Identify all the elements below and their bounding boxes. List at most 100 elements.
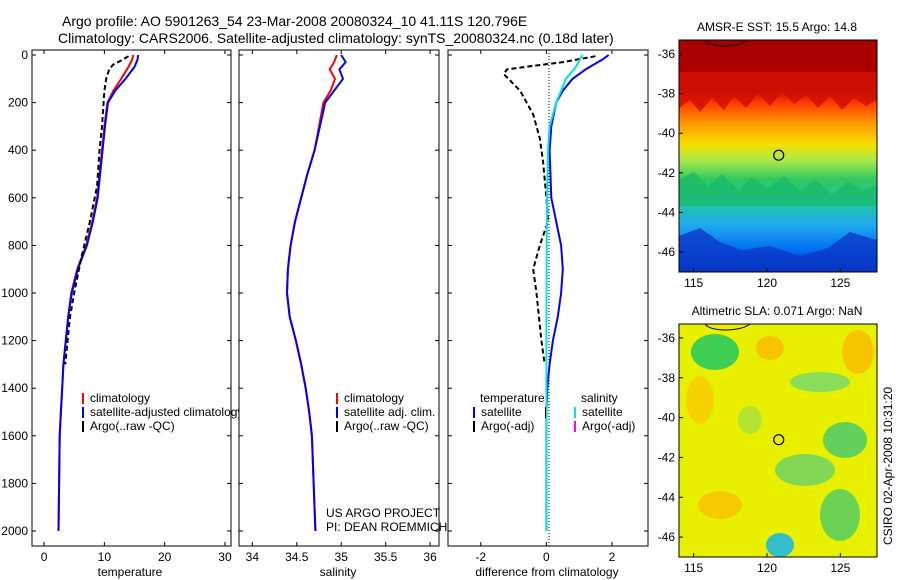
map-y-tick-label: -42 — [658, 450, 676, 464]
sla-anomaly — [738, 406, 762, 434]
temperature-xlabel: temperature — [98, 565, 163, 579]
temperature-panel: 0 10 20 30 0 200 400 600 800 1000 1200 1400 1600 1800… — [1, 48, 243, 579]
difference-xlabel: difference from climatology — [475, 565, 618, 579]
legend-swatch-diff-sal-satellite — [574, 407, 576, 418]
sst-contour — [704, 40, 747, 47]
y-tick-label: 2000 — [1, 524, 28, 538]
sst-warm-front — [679, 72, 877, 112]
legend-swatch-diff-temp-satellite — [473, 407, 475, 418]
legend-label-sal-argo: Argo(..raw -QC) — [344, 419, 429, 433]
legend-separator — [545, 407, 546, 418]
legend-label-sal-climatology: climatology — [344, 391, 404, 405]
sst-argo-location-marker — [773, 149, 785, 161]
series-line-salinity-satellite — [545, 54, 584, 531]
y-tick-label: 1800 — [1, 476, 28, 490]
sla-anomaly — [698, 491, 742, 519]
x-tick-label: 30 — [218, 550, 232, 564]
y-tick-label: 800 — [8, 238, 28, 252]
sla-anomaly — [823, 422, 867, 458]
legend-label-argo: Argo(..raw -QC) — [90, 419, 175, 433]
map-y-tick-label: -46 — [658, 530, 676, 544]
series-line-temperature-satellite — [545, 54, 610, 531]
sla-argo-location-marker — [773, 434, 785, 446]
x-tick-label: 35.5 — [374, 550, 398, 564]
map-y-tick-label: -38 — [658, 371, 676, 385]
y-tick-label: 1200 — [1, 334, 28, 348]
timestamp-credit: CSIRO 02-Apr-2008 10:31:20 — [881, 387, 895, 545]
legend-label-diff-sal-satellite: satellite — [582, 405, 623, 419]
map-y-tick-label: -44 — [658, 490, 676, 504]
map-x-tick-label: 125 — [830, 276, 850, 290]
sla-map-panel: Altimetric SLA: 0.071 Argo: NaN 115 120 12… — [658, 304, 878, 575]
y-tick-label: 400 — [8, 143, 28, 157]
sla-anomaly — [756, 336, 784, 360]
series-line-satellite-adj-clim- — [286, 54, 347, 532]
y-tick-label: 1600 — [1, 429, 28, 443]
credit-pi: PI: DEAN ROEMMICH — [326, 520, 447, 534]
legend-swatch-argo — [82, 421, 84, 432]
x-tick-label: 35 — [335, 550, 349, 564]
legend-label-diff-temp-satellite: satellite — [481, 405, 522, 419]
legend-swatch-diff-sal-argo — [574, 421, 576, 432]
map-x-tick-label: 115 — [684, 561, 703, 575]
map-y-tick-label: -46 — [658, 245, 676, 259]
map-y-tick-label: -36 — [658, 331, 676, 345]
series-line-temperature-argo-adj- — [502, 55, 596, 365]
map-x-tick-label: 115 — [684, 276, 703, 290]
credit-project: US ARGO PROJECT — [326, 506, 441, 520]
map-y-tick-label: -40 — [658, 411, 676, 425]
salinity-panel: 34 34.5 35 35.5 36 salinity climatology sate… — [238, 49, 447, 579]
sla-anomaly — [820, 489, 860, 541]
map-y-tick-label: -38 — [658, 87, 676, 101]
sst-cool-tongue — [679, 172, 877, 206]
sst-map-panel: AMSR-E SST: 15.5 Argo: 14.8 115 120 125 -36… — [658, 20, 878, 290]
legend-swatch-sal-argo — [336, 421, 338, 432]
x-tick-label: -2 — [475, 550, 486, 564]
x-tick-label: 34 — [246, 550, 260, 564]
map-y-tick-label: -42 — [658, 166, 676, 180]
legend-label-diff-temp-argo: Argo(-adj) — [481, 419, 534, 433]
x-tick-label: 10 — [98, 550, 112, 564]
map-x-tick-label: 125 — [830, 561, 850, 575]
legend-label-satellite: satellite-adjusted climatology — [90, 405, 243, 419]
map-y-tick-label: -44 — [658, 206, 676, 220]
legend-label-climatology: climatology — [90, 391, 150, 405]
series-line-satellite-adjusted-climatology — [57, 54, 140, 532]
map-x-tick-label: 120 — [757, 276, 777, 290]
sla-map-title: Altimetric SLA: 0.071 Argo: NaN — [692, 304, 863, 318]
legend-swatch-climatology — [82, 393, 84, 404]
x-tick-label: 36 — [423, 550, 437, 564]
salinity-legend: climatology satellite adj. clim. Argo(..… — [336, 391, 435, 433]
legend-title-salinity: salinity — [581, 391, 618, 405]
figure-title-line1: Argo profile: AO 5901263_54 23-Mar-2008 … — [62, 13, 528, 29]
map-y-tick-label: -36 — [658, 47, 676, 61]
x-tick-label: 2 — [609, 550, 616, 564]
sst-map-title: AMSR-E SST: 15.5 Argo: 14.8 — [697, 20, 857, 34]
sla-anomaly — [775, 454, 835, 486]
sla-anomaly — [842, 330, 874, 374]
sla-anomaly — [691, 334, 739, 370]
legend-swatch-sal-satellite — [336, 407, 338, 418]
legend-swatch-satellite — [82, 407, 84, 418]
difference-panel: -2 0 2 difference from climatology tempera… — [447, 49, 649, 579]
legend-label-diff-sal-argo: Argo(-adj) — [582, 419, 635, 433]
sst-cold-patch — [679, 228, 877, 272]
y-tick-label: 600 — [8, 191, 28, 205]
y-tick-label: 1000 — [1, 286, 28, 300]
legend-swatch-sal-climatology — [336, 393, 338, 404]
series-line-argo-raw-qc- — [64, 55, 130, 365]
map-y-tick-label: -40 — [658, 126, 676, 140]
sla-anomaly — [766, 533, 794, 557]
figure-title-line2: Climatology: CARS2006. Satellite-adjuste… — [58, 30, 614, 46]
sla-anomaly — [790, 372, 850, 392]
legend-label-sal-satellite: satellite adj. clim. — [344, 405, 435, 419]
sla-contour — [704, 324, 751, 331]
x-tick-label: 0 — [543, 550, 550, 564]
legend-swatch-diff-temp-argo — [473, 421, 475, 432]
y-tick-label: 1400 — [1, 381, 28, 395]
map-x-tick-label: 120 — [757, 561, 777, 575]
x-tick-label: 0 — [41, 550, 48, 564]
salinity-xlabel: salinity — [320, 565, 357, 579]
y-tick-label: 200 — [8, 96, 28, 110]
x-tick-label: 34.5 — [285, 550, 309, 564]
